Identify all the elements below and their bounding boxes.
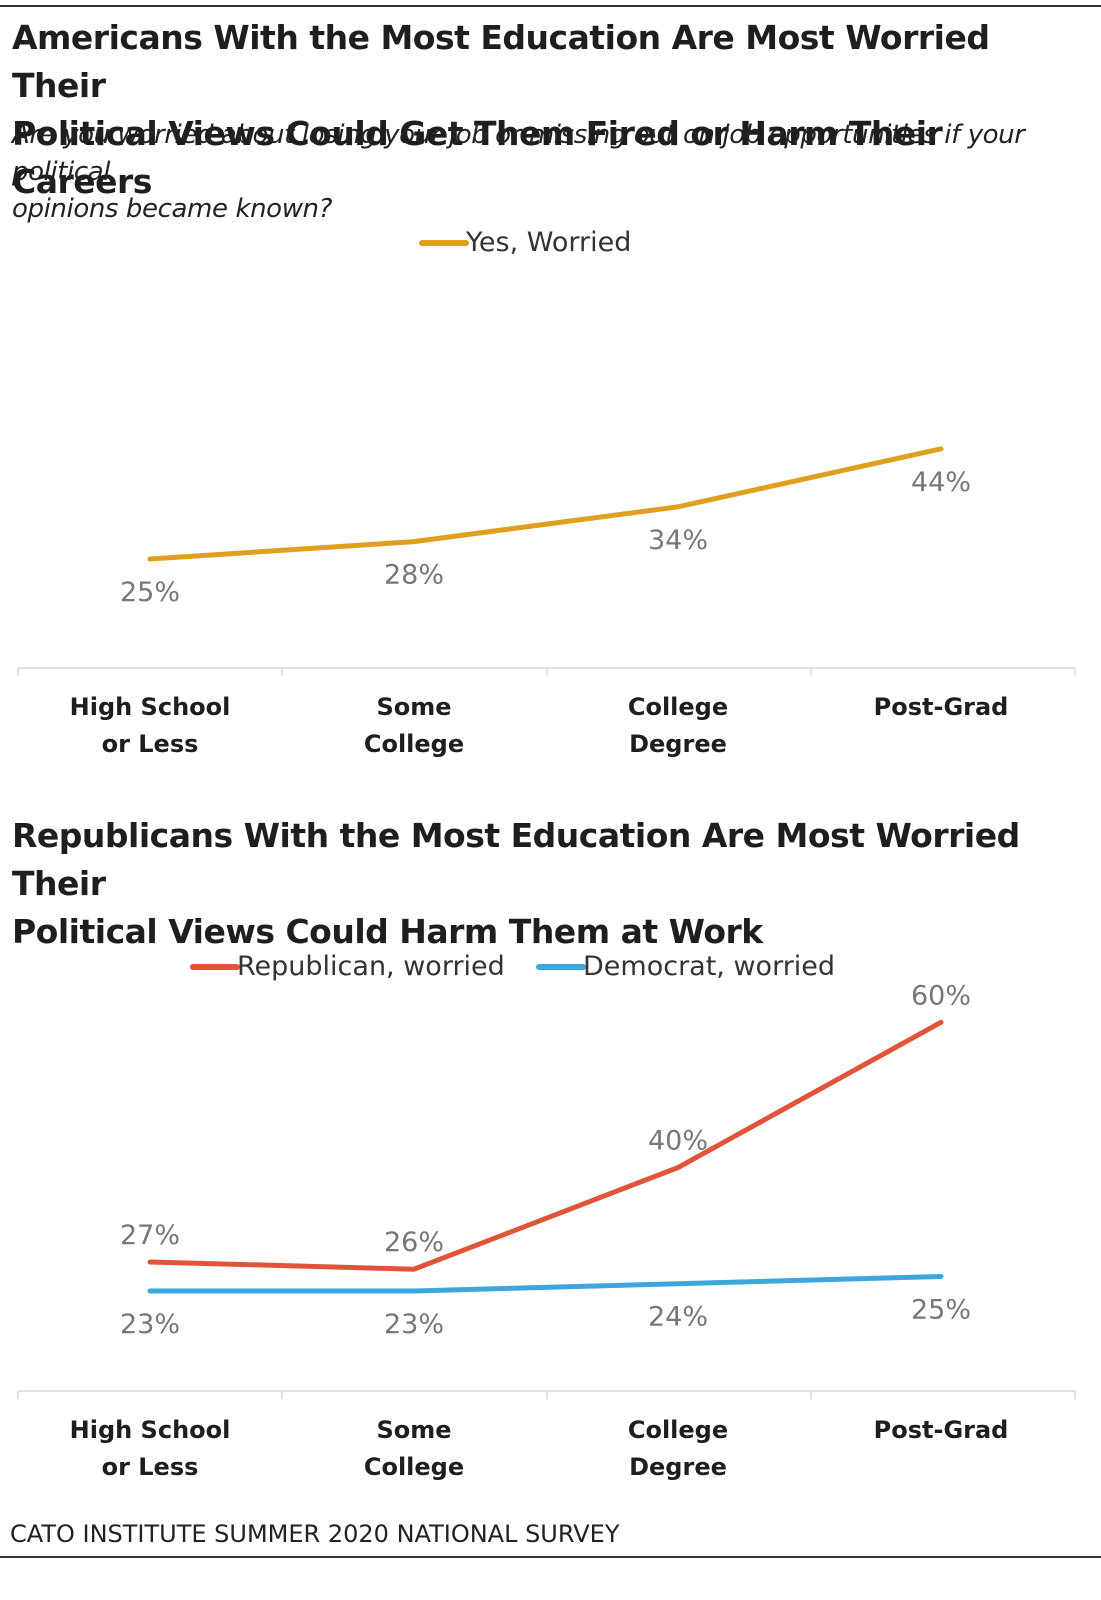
chart2-title-line-2: Political Views Could Harm Them at Work xyxy=(12,912,763,951)
bottom-rule xyxy=(0,1556,1101,1558)
chart1-legend-label-0: Yes, Worried xyxy=(465,227,631,258)
chart2-data-label-1-0: 23% xyxy=(120,1309,180,1340)
chart2-series-line-1 xyxy=(147,1273,944,1294)
chart1-subtitle-line-2: opinions became known? xyxy=(12,194,333,224)
chart1-plot: Yes, Worried High School or Less Some Colleg… xyxy=(17,227,1076,758)
chart2-category-label-3-0: Post-Grad xyxy=(874,1416,1009,1444)
chart2-data-label-0-0: 27% xyxy=(120,1220,180,1251)
chart1-data-label-0-0: 25% xyxy=(120,577,180,608)
chart1-category-label-1-1: College xyxy=(364,730,464,758)
chart2-category-label-2-0: College xyxy=(628,1416,728,1444)
chart2-series-line-0 xyxy=(147,1019,944,1272)
chart1-category-label-1-0: Some xyxy=(376,693,451,721)
chart1-category-label-2-0: College xyxy=(628,693,728,721)
chart2-data-label-0-1: 26% xyxy=(384,1227,444,1258)
chart1-title: Americans With the Most Education Are Mo… xyxy=(12,14,1087,206)
chart2-data-label-1-1: 23% xyxy=(384,1309,444,1340)
chart1-title-line-1: Americans With the Most Education Are Mo… xyxy=(12,18,990,105)
chart2-category-label-1-0: Some xyxy=(376,1416,451,1444)
chart1-category-label-2-1: Degree xyxy=(629,730,727,758)
chart2-category-label-0-0: High School xyxy=(70,1416,231,1444)
chart2-category-label-2-1: Degree xyxy=(629,1453,727,1481)
chart1-category-label-0-1: or Less xyxy=(102,730,199,758)
chart2-data-label-0-2: 40% xyxy=(648,1126,708,1157)
chart2-data-label-1-3: 25% xyxy=(911,1294,971,1325)
chart2-title: Republicans With the Most Education Are … xyxy=(12,812,1087,956)
chart1-data-label-0-1: 28% xyxy=(384,560,444,591)
chart2-plot: Republican, worried Democrat, worried High… xyxy=(17,951,1076,1481)
chart2-title-line-1: Republicans With the Most Education Are … xyxy=(12,816,1020,903)
chart2-legend-1: Democrat, worried xyxy=(536,951,835,982)
chart1-data-label-0-3: 44% xyxy=(911,467,971,498)
chart2-data-label-0-3: 60% xyxy=(911,980,971,1011)
chart2-data-label-1-2: 24% xyxy=(648,1302,708,1333)
chart1-category-label-0-0: High School xyxy=(70,693,231,721)
chart1-series-line-0 xyxy=(147,446,944,562)
chart2-legend-label-1: Democrat, worried xyxy=(583,951,835,982)
chart1-category-label-3-0: Post-Grad xyxy=(874,693,1009,721)
chart2-legend-0: Republican, worried xyxy=(190,951,505,982)
top-rule xyxy=(0,5,1101,7)
chart1-data-label-0-2: 34% xyxy=(648,525,708,556)
chart1-title-line-2: Political Views Could Get Them Fired or … xyxy=(12,114,943,201)
chart1-subtitle: Are you worried about losing your job or… xyxy=(12,117,1087,228)
chart1-subtitle-line-1: Are you worried about losing your job or… xyxy=(12,120,1025,187)
chart1-legend-0: Yes, Worried xyxy=(419,227,631,258)
chart2-category-label-1-1: College xyxy=(364,1453,464,1481)
source-note: CATO INSTITUTE SUMMER 2020 NATIONAL SURV… xyxy=(10,1520,620,1548)
chart2-category-label-0-1: or Less xyxy=(102,1453,199,1481)
chart2-legend-label-0: Republican, worried xyxy=(237,951,505,982)
